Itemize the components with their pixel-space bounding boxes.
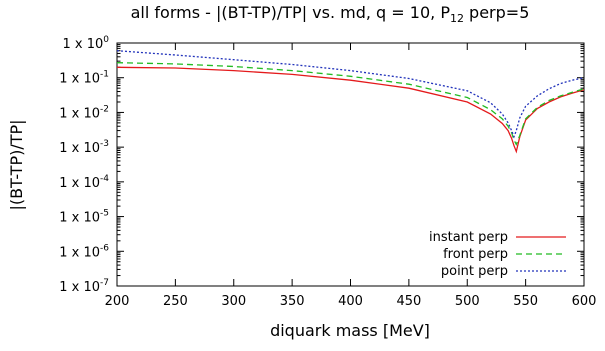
y-tick-label: 1 x 10-3 xyxy=(59,139,109,156)
plot-frame xyxy=(116,42,585,287)
y-tick-label: 1 x 10-7 xyxy=(59,278,109,295)
x-tick-label: 250 xyxy=(163,294,188,309)
y-tick-exp: -2 xyxy=(100,104,109,114)
chart-title-tail: perp=5 xyxy=(464,3,529,22)
x-tick-label: 400 xyxy=(338,294,363,309)
y-tick-exp: -7 xyxy=(100,278,109,288)
legend-label: point perp xyxy=(441,264,508,279)
y-tick-base: 1 x 10 xyxy=(59,211,100,226)
y-axis-label: |(BT-TP)/TP| xyxy=(7,119,26,210)
y-tick-label: 1 x 10-1 xyxy=(59,70,109,87)
y-tick-base: 1 x 10 xyxy=(59,245,100,260)
y-tick-base: 1 x 10 xyxy=(59,106,100,121)
x-axis-ticks: 200 250 300 350 400 450 500 550 600 xyxy=(105,43,597,309)
x-axis-label: diquark mass [MeV] xyxy=(270,321,430,340)
chart-title-sub: 12 xyxy=(450,12,464,25)
legend-label: instant perp xyxy=(429,230,508,245)
y-tick-exp: -6 xyxy=(100,243,109,253)
x-tick-label: 450 xyxy=(396,294,421,309)
y-tick-label: 1 x 10-5 xyxy=(59,209,109,226)
y-tick-label: 1 x 10-6 xyxy=(59,243,109,260)
x-tick-label: 600 xyxy=(572,294,597,309)
x-tick-label: 500 xyxy=(455,294,480,309)
x-tick-label: 550 xyxy=(513,294,538,309)
y-tick-label: 1 x 10-4 xyxy=(59,174,109,191)
legend-label: front perp xyxy=(443,247,508,262)
y-tick-label: 1 x 100 xyxy=(62,35,109,52)
y-tick-base: 1 x 10 xyxy=(59,176,100,191)
y-tick-exp: -3 xyxy=(100,139,109,149)
y-tick-base: 1 x 10 xyxy=(62,37,103,52)
series-line-instant-perp xyxy=(116,66,585,154)
chart-title: all forms - |(BT-TP)/TP| vs. md, q = 10,… xyxy=(131,3,530,25)
chart-title-main: all forms - |(BT-TP)/TP| vs. md, q = 10,… xyxy=(131,3,451,22)
y-tick-exp: 0 xyxy=(103,35,109,45)
series-layer xyxy=(116,50,585,154)
legend: instant perp front perp point perp xyxy=(429,230,566,279)
series-line-point-perp xyxy=(116,50,585,139)
y-tick-base: 1 x 10 xyxy=(59,141,100,156)
y-tick-label: 1 x 10-2 xyxy=(59,104,109,121)
series-line-front-perp xyxy=(116,62,585,146)
x-tick-label: 300 xyxy=(221,294,246,309)
y-tick-exp: -4 xyxy=(100,174,109,184)
y-tick-exp: -1 xyxy=(100,70,109,80)
y-tick-exp: -5 xyxy=(100,209,109,219)
y-tick-base: 1 x 10 xyxy=(59,72,100,87)
x-tick-label: 200 xyxy=(105,294,130,309)
y-tick-base: 1 x 10 xyxy=(59,280,100,295)
x-tick-label: 350 xyxy=(280,294,305,309)
